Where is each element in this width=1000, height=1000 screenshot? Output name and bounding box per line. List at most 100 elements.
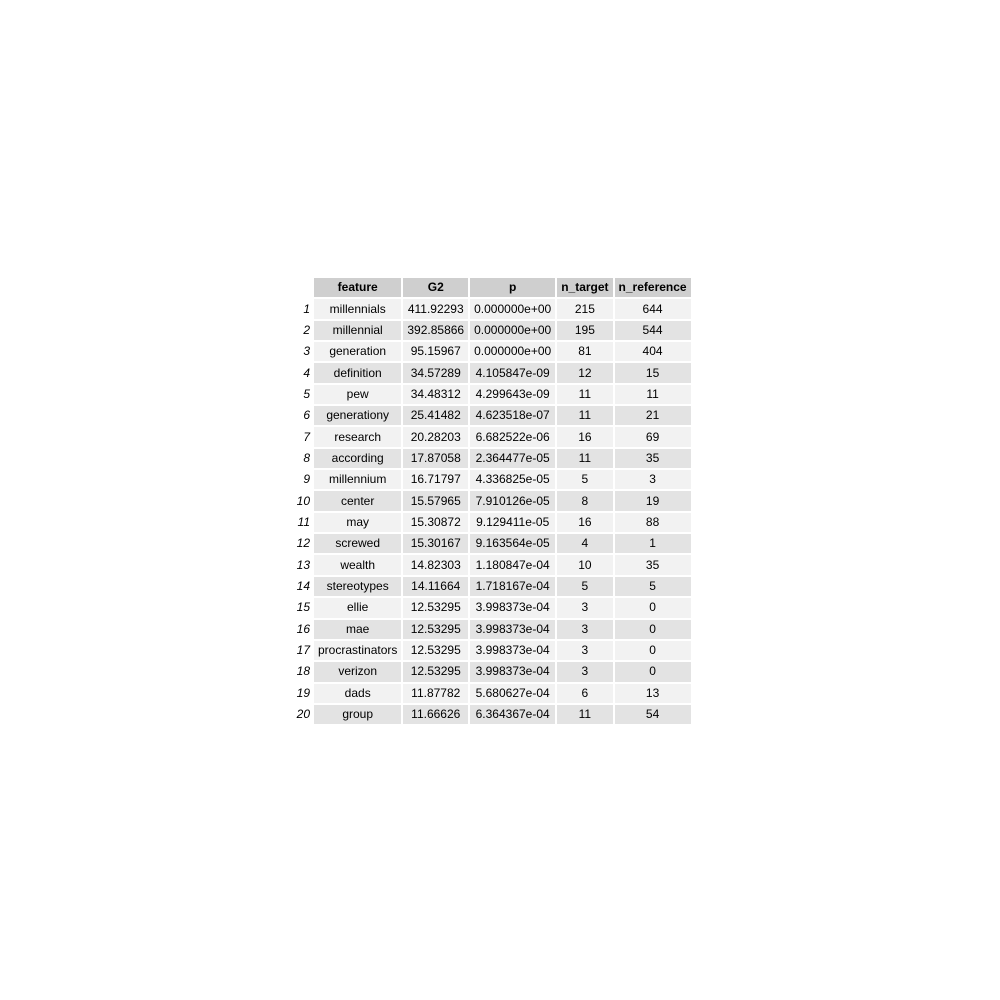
cell-n-target: 215 xyxy=(557,299,613,319)
row-index: 14 xyxy=(296,578,310,593)
cell-feature: pew xyxy=(314,384,402,405)
cell-n-reference: 21 xyxy=(614,406,691,426)
cell-n-target: 81 xyxy=(557,342,613,362)
cell-p: 0.000000e+00 xyxy=(470,320,556,341)
row-index: 13 xyxy=(296,557,310,572)
cell-n-reference: 69 xyxy=(614,427,691,447)
row-index: 8 xyxy=(303,450,310,465)
cell-feature: definition xyxy=(314,363,402,383)
cell-p: 9.129411e-05 xyxy=(470,512,556,533)
cell-g2: 392.85866 xyxy=(403,320,469,341)
table-row: 6 generationy 25.41482 4.623518e-07 11 21 xyxy=(296,406,691,426)
table-row: 2 millennial 392.85866 0.000000e+00 195 544 xyxy=(296,320,691,341)
cell-feature: procrastinators xyxy=(314,640,402,661)
cell-n-reference: 15 xyxy=(614,363,691,383)
cell-n-reference: 3 xyxy=(614,470,691,490)
row-index: 1 xyxy=(303,301,310,316)
row-index: 6 xyxy=(303,408,310,423)
row-index: 12 xyxy=(296,536,310,551)
cell-p: 7.910126e-05 xyxy=(470,491,556,511)
row-index: 2 xyxy=(303,322,310,337)
row-index: 7 xyxy=(303,429,310,444)
cell-n-reference: 0 xyxy=(614,662,691,682)
table-row: 8 according 17.87058 2.364477e-05 11 35 xyxy=(296,448,691,469)
cell-n-target: 195 xyxy=(557,320,613,341)
cell-n-reference: 0 xyxy=(614,619,691,639)
cell-g2: 411.92293 xyxy=(403,299,469,319)
cell-g2: 34.57289 xyxy=(403,363,469,383)
cell-feature: generationy xyxy=(314,406,402,426)
cell-n-target: 3 xyxy=(557,619,613,639)
cell-n-reference: 5 xyxy=(614,576,691,597)
row-index: 5 xyxy=(303,386,310,401)
table-row: 7 research 20.28203 6.682522e-06 16 69 xyxy=(296,427,691,447)
cell-n-reference: 88 xyxy=(614,512,691,533)
cell-n-target: 3 xyxy=(557,598,613,618)
cell-p: 4.336825e-05 xyxy=(470,470,556,490)
cell-g2: 12.53295 xyxy=(403,662,469,682)
table-row: 4 definition 34.57289 4.105847e-09 12 15 xyxy=(296,363,691,383)
cell-n-reference: 644 xyxy=(614,299,691,319)
table-row: 20 group 11.66626 6.364367e-04 11 54 xyxy=(296,704,691,725)
table-row: 14 stereotypes 14.11664 1.718167e-04 5 5 xyxy=(296,576,691,597)
cell-p: 9.163564e-05 xyxy=(470,534,556,554)
cell-p: 1.180847e-04 xyxy=(470,555,556,575)
row-index: 9 xyxy=(303,472,310,487)
cell-n-reference: 0 xyxy=(614,640,691,661)
table-row: 17 procrastinators 12.53295 3.998373e-04 3 0 xyxy=(296,640,691,661)
cell-feature: according xyxy=(314,448,402,469)
cell-feature: mae xyxy=(314,619,402,639)
cell-feature: research xyxy=(314,427,402,447)
cell-feature: wealth xyxy=(314,555,402,575)
row-index: 19 xyxy=(296,685,310,700)
row-index: 15 xyxy=(296,600,310,615)
cell-g2: 12.53295 xyxy=(403,640,469,661)
cell-n-target: 11 xyxy=(557,704,613,725)
cell-g2: 14.82303 xyxy=(403,555,469,575)
cell-p: 3.998373e-04 xyxy=(470,619,556,639)
cell-g2: 25.41482 xyxy=(403,406,469,426)
column-header-feature: feature xyxy=(314,278,402,298)
cell-p: 0.000000e+00 xyxy=(470,342,556,362)
cell-g2: 14.11664 xyxy=(403,576,469,597)
cell-p: 5.680627e-04 xyxy=(470,683,556,703)
cell-g2: 15.30167 xyxy=(403,534,469,554)
cell-n-target: 16 xyxy=(557,427,613,447)
cell-n-target: 3 xyxy=(557,640,613,661)
index-column-header xyxy=(296,278,312,297)
header-row: feature G2 p n_target n_reference xyxy=(296,278,691,298)
row-index: 17 xyxy=(296,643,310,658)
cell-n-reference: 54 xyxy=(614,704,691,725)
cell-feature: ellie xyxy=(314,598,402,618)
cell-n-target: 6 xyxy=(557,683,613,703)
table-row: 11 may 15.30872 9.129411e-05 16 88 xyxy=(296,512,691,533)
cell-feature: verizon xyxy=(314,662,402,682)
column-header-g2: G2 xyxy=(403,278,469,298)
table-body: 1 millennials 411.92293 0.000000e+00 215 644 2… xyxy=(296,299,691,725)
cell-n-target: 12 xyxy=(557,363,613,383)
cell-g2: 15.57965 xyxy=(403,491,469,511)
table-row: 10 center 15.57965 7.910126e-05 8 19 xyxy=(296,491,691,511)
cell-feature: generation xyxy=(314,342,402,362)
table-row: 5 pew 34.48312 4.299643e-09 11 11 xyxy=(296,384,691,405)
column-header-n-reference: n_reference xyxy=(614,278,691,298)
cell-feature: millennial xyxy=(314,320,402,341)
cell-feature: dads xyxy=(314,683,402,703)
keyness-table: feature G2 p n_target n_reference 1 mille… xyxy=(294,276,693,726)
cell-n-reference: 19 xyxy=(614,491,691,511)
cell-n-target: 11 xyxy=(557,384,613,405)
table-row: 16 mae 12.53295 3.998373e-04 3 0 xyxy=(296,619,691,639)
cell-p: 4.105847e-09 xyxy=(470,363,556,383)
cell-p: 6.682522e-06 xyxy=(470,427,556,447)
cell-g2: 11.66626 xyxy=(403,704,469,725)
cell-p: 4.623518e-07 xyxy=(470,406,556,426)
cell-n-reference: 35 xyxy=(614,555,691,575)
cell-feature: group xyxy=(314,704,402,725)
row-index: 10 xyxy=(296,493,310,508)
cell-p: 3.998373e-04 xyxy=(470,662,556,682)
cell-n-target: 4 xyxy=(557,534,613,554)
cell-feature: center xyxy=(314,491,402,511)
cell-n-target: 11 xyxy=(557,406,613,426)
row-index: 20 xyxy=(296,707,310,722)
